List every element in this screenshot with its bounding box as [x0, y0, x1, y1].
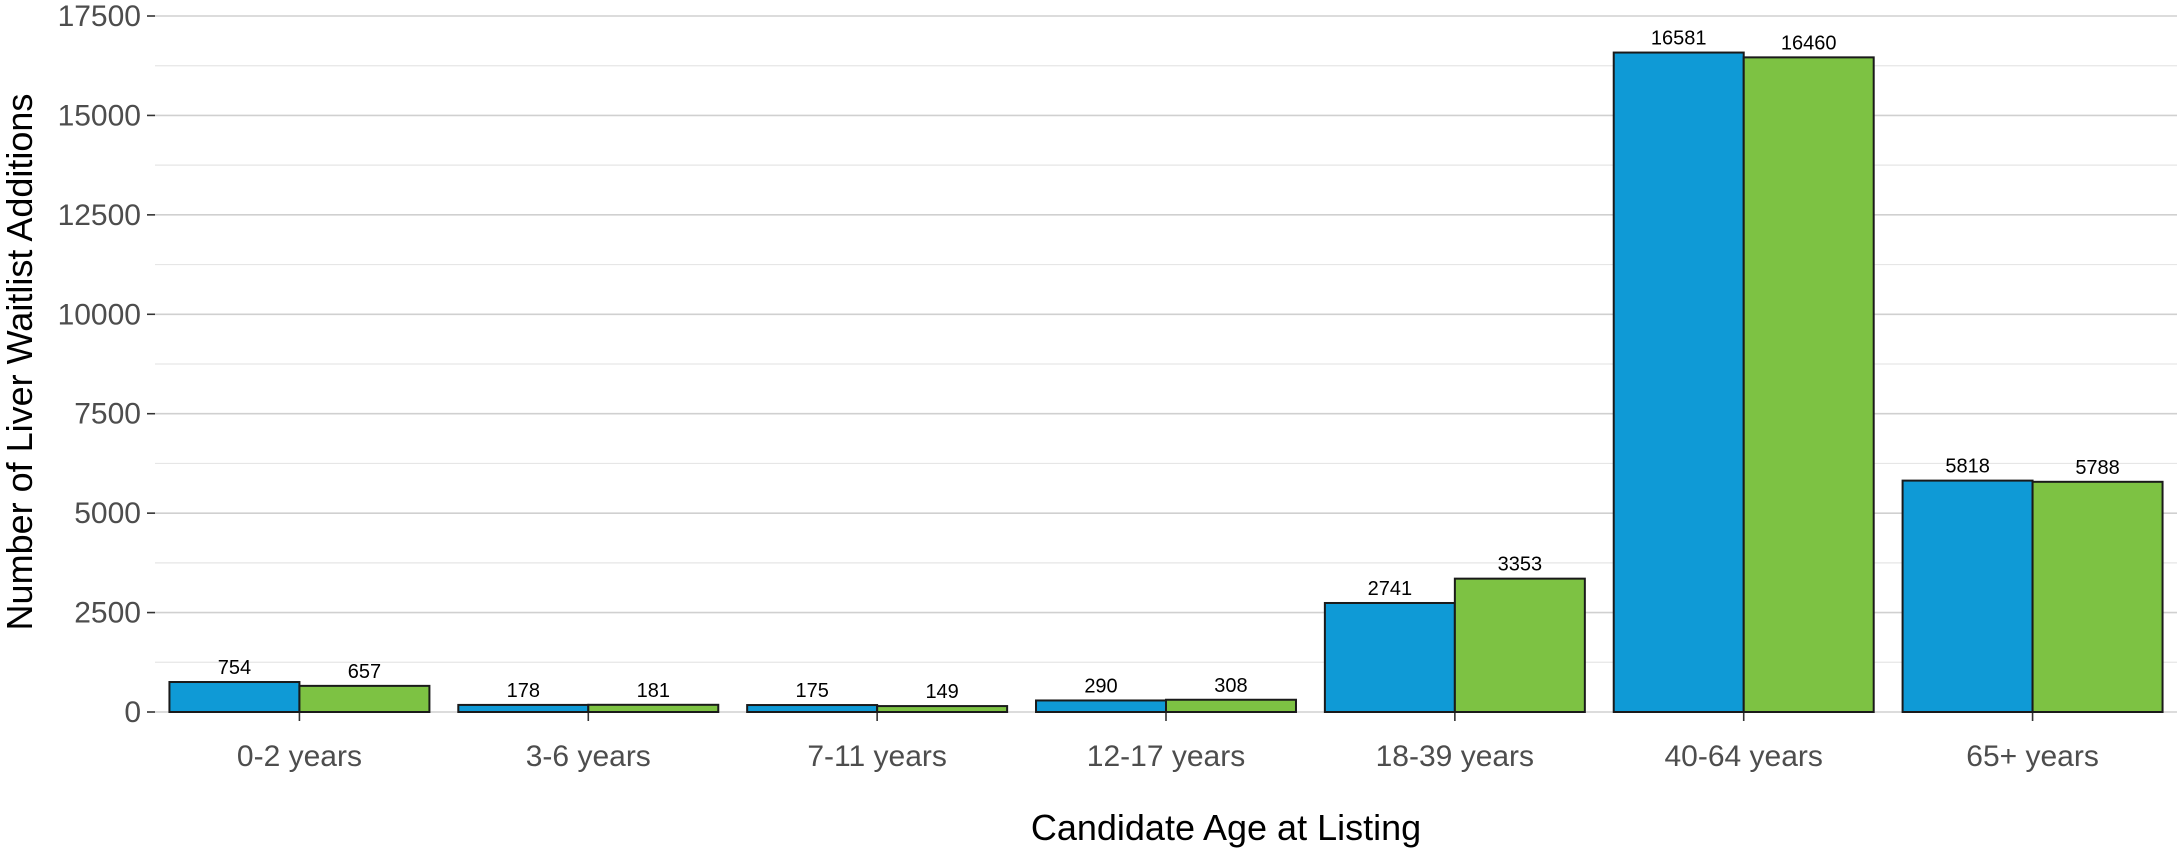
- bar-value-label: 754: [218, 657, 251, 679]
- y-axis: 0 2500 5000 7500 10000 12500 15000 17500: [58, 0, 155, 729]
- bar-value-label: 5818: [1945, 456, 1990, 478]
- bar: [457, 703, 590, 714]
- bar-value-label: 181: [637, 680, 670, 702]
- bar-value-label: 175: [795, 680, 828, 702]
- bar-value-label: 2741: [1368, 578, 1413, 600]
- bar-value-label: 657: [348, 661, 381, 683]
- bar: [1453, 577, 1586, 714]
- x-tick-label: 3-6 years: [526, 740, 651, 773]
- bar-value-label: 5788: [2075, 457, 2120, 479]
- bar-value-label: 290: [1084, 675, 1117, 697]
- x-axis: 0-2 years 3-6 years 7-11 years 12-17 years 1…: [237, 712, 2099, 773]
- y-tick-label: 10000: [58, 298, 141, 331]
- bar-value-label: 3353: [1498, 554, 1543, 576]
- bar: [168, 681, 301, 713]
- x-axis-title: Candidate Age at Listing: [1031, 807, 1421, 848]
- x-tick-label: 0-2 years: [237, 740, 362, 773]
- bar: [298, 684, 431, 714]
- bar: [1901, 479, 2034, 713]
- bar: [746, 704, 879, 713]
- x-tick-label: 40-64 years: [1664, 740, 1822, 773]
- bar-value-label: 178: [507, 680, 540, 702]
- y-tick-label: 7500: [74, 398, 141, 431]
- bar-value-label: 16581: [1651, 28, 1707, 50]
- y-tick-label: 2500: [74, 597, 141, 630]
- y-tick-label: 12500: [58, 199, 141, 232]
- y-tick-label: 15000: [58, 99, 141, 132]
- bar: [1612, 51, 1745, 714]
- y-axis-title: Number of Liver Waitlist Additions: [0, 94, 40, 631]
- bar: [1742, 56, 1875, 713]
- x-tick-label: 12-17 years: [1087, 740, 1245, 773]
- bar: [587, 703, 720, 714]
- data-labels: 754 657 178 181 175 149 290 308 2741 3353 16581 164…: [218, 28, 2120, 704]
- x-tick-label: 18-39 years: [1376, 740, 1534, 773]
- y-tick-label: 5000: [74, 497, 141, 530]
- bar: [1035, 699, 1167, 714]
- x-tick-label: 7-11 years: [807, 740, 947, 773]
- bar: [1323, 601, 1456, 713]
- x-tick-label: 65+ years: [1966, 740, 2099, 773]
- bar-value-label: 149: [925, 681, 958, 703]
- bar: [1165, 698, 1297, 714]
- y-tick-label: 0: [124, 696, 141, 729]
- y-tick-label: 17500: [58, 0, 141, 33]
- bar: [2031, 480, 2164, 713]
- bar: [876, 705, 1009, 713]
- bar-value-label: 308: [1214, 675, 1247, 697]
- bars: [168, 51, 2164, 714]
- bar-value-label: 16460: [1781, 32, 1837, 54]
